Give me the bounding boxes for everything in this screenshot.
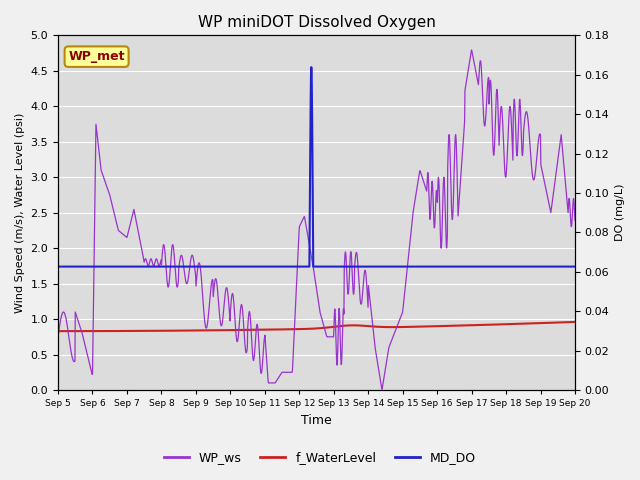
Title: WP miniDOT Dissolved Oxygen: WP miniDOT Dissolved Oxygen <box>198 15 435 30</box>
Y-axis label: Wind Speed (m/s), Water Level (psi): Wind Speed (m/s), Water Level (psi) <box>15 112 25 313</box>
Legend: WP_ws, f_WaterLevel, MD_DO: WP_ws, f_WaterLevel, MD_DO <box>159 446 481 469</box>
X-axis label: Time: Time <box>301 414 332 427</box>
Text: WP_met: WP_met <box>68 50 125 63</box>
Y-axis label: DO (mg/L): DO (mg/L) <box>615 184 625 241</box>
